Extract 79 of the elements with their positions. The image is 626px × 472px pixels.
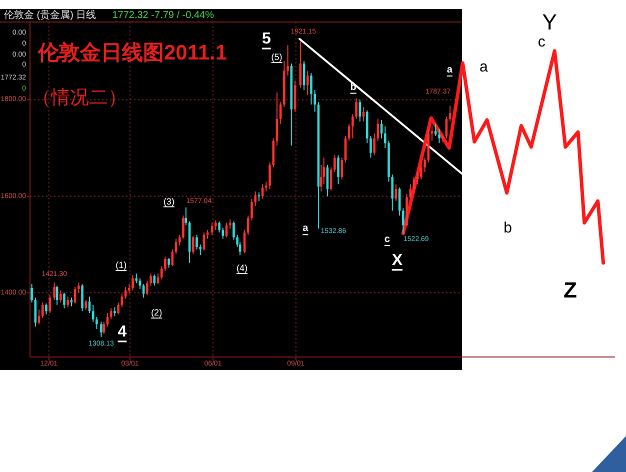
candlestick: [352, 114, 354, 139]
candlestick: [184, 206, 188, 226]
candlestick: [355, 98, 358, 120]
candlestick: [142, 284, 145, 298]
annotation: a: [302, 223, 309, 234]
candlestick: [135, 272, 138, 284]
annotation: (4): [236, 263, 248, 274]
annotation: 5: [262, 30, 271, 48]
candlestick: [132, 274, 134, 291]
candlestick: [261, 184, 264, 200]
candlestick: [174, 238, 178, 255]
line-series: [401, 49, 606, 265]
candlestick: [168, 258, 170, 268]
candlestick: [150, 272, 152, 286]
candlestick: [218, 220, 220, 233]
text: 1772.32 -7.79 / -0.44%: [112, 10, 214, 21]
candlestick: [153, 274, 156, 286]
annotation: Y: [542, 9, 558, 34]
candlestick: [438, 128, 440, 144]
candlestick: [402, 208, 404, 234]
annotation: c: [384, 234, 390, 246]
annotation: a: [479, 58, 488, 76]
candlestick: [196, 234, 198, 250]
annotation: b: [504, 219, 512, 236]
candlestick: [232, 220, 235, 240]
candlestick: [100, 321, 102, 338]
annotation: c: [538, 33, 546, 50]
annotation: a: [446, 64, 453, 76]
candlestick: [314, 90, 316, 112]
annotation: (1): [116, 260, 127, 270]
candlestick: [146, 280, 148, 296]
candlestick: [66, 296, 70, 308]
text: （情况二）: [32, 88, 127, 108]
candlestick: [48, 294, 51, 314]
candlestick: [182, 215, 184, 240]
candlestick: [430, 126, 434, 142]
candlestick: [424, 157, 426, 173]
candlestick: [84, 300, 88, 310]
candlestick: [214, 220, 217, 231]
text: 伦敦金日线图2011.1: [37, 40, 228, 64]
annotation: 4: [118, 324, 127, 341]
candlestick: [96, 316, 98, 330]
candlestick: [138, 278, 142, 290]
candlestick: [60, 290, 62, 303]
candlestick: [416, 172, 419, 185]
candlestick: [340, 157, 344, 180]
candlestick: [78, 282, 80, 294]
candlestick: [192, 235, 194, 255]
candlestick: [210, 222, 214, 236]
candlestick: [30, 284, 33, 303]
candlestick: [420, 162, 422, 180]
candlestick: [228, 218, 232, 230]
annotation: Z: [564, 277, 578, 302]
candlestick: [128, 284, 130, 294]
annotation: (5): [271, 52, 282, 62]
candlestick: [117, 302, 120, 316]
candlestick: [110, 308, 112, 320]
candlestick: [254, 190, 256, 206]
candlestick: [334, 154, 336, 173]
candlestick: [225, 222, 228, 238]
candlestick: [41, 302, 44, 318]
annotation: (3): [163, 196, 174, 206]
candlestick: [81, 284, 84, 312]
candlestick: [92, 304, 94, 322]
candlestick: [306, 70, 309, 96]
candlestick: [45, 302, 48, 316]
candlestick: [310, 72, 312, 106]
candlestick: [102, 321, 106, 334]
candlestick: [384, 126, 386, 148]
candlestick: [265, 181, 268, 192]
annotation: X: [392, 252, 403, 270]
candlestick: [63, 292, 66, 309]
text: 伦敦金 (贵金属) 日线: [4, 9, 96, 21]
candlestick: [120, 293, 124, 308]
candlestick: [373, 133, 376, 156]
candlestick: [337, 154, 340, 185]
candlestick: [53, 282, 56, 301]
candlestick: [286, 44, 289, 76]
annotation: (2): [151, 308, 162, 318]
